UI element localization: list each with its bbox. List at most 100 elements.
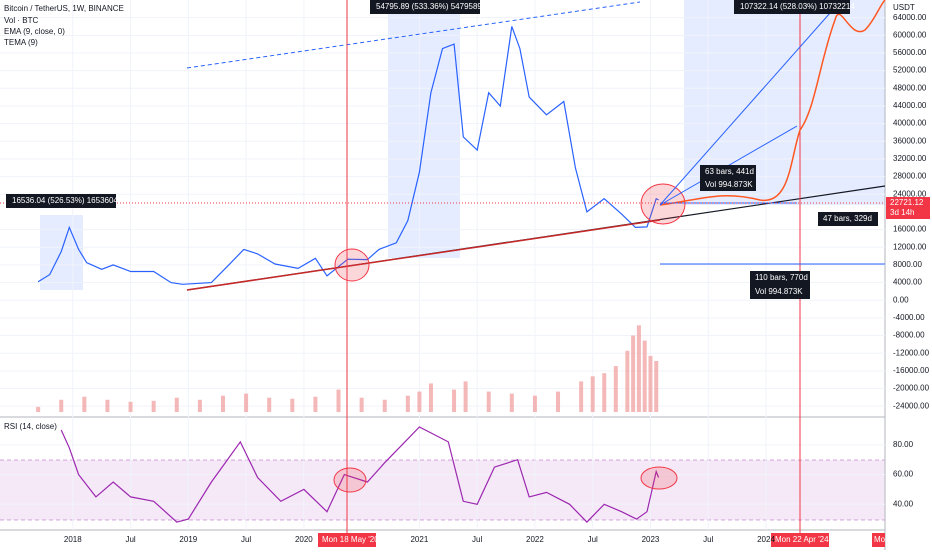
volume-bar xyxy=(359,397,364,412)
volume-bar xyxy=(590,376,595,412)
x-tick-label: 2023 xyxy=(642,535,660,544)
volume-bar xyxy=(59,399,64,412)
unit: USDT xyxy=(893,3,915,12)
y-tick-label: -16000.00 xyxy=(893,366,930,375)
x-tick-label: 2018 xyxy=(64,535,82,544)
volume-bar xyxy=(509,393,514,412)
annotation: 47 bars, 329d xyxy=(823,214,872,223)
volume-bar xyxy=(82,396,87,412)
trend-line xyxy=(186,1,641,69)
circle xyxy=(640,466,678,490)
price-label: 22721.12 xyxy=(890,198,924,207)
volume-bar xyxy=(128,401,133,412)
y-tick-label: 44000.00 xyxy=(893,101,927,110)
annotation: 63 bars, 441d xyxy=(705,167,754,176)
y-tick-label: 32000.00 xyxy=(893,154,927,163)
annotation: 107322.14 (528.03%) 10732214 xyxy=(740,2,855,11)
volume-bar xyxy=(654,361,659,412)
volume-bar xyxy=(463,381,468,412)
y-tick-label: -4000.00 xyxy=(893,313,925,322)
volume-bar xyxy=(417,391,422,412)
rsi-legend: RSI (14, close) xyxy=(4,422,57,431)
y-tick-label: 48000.00 xyxy=(893,83,927,92)
volume-bar xyxy=(625,350,630,412)
y-tick-label: 0.00 xyxy=(893,295,909,304)
volume-bar xyxy=(313,396,318,412)
date-tag xyxy=(771,533,829,547)
x-tick-label: 2020 xyxy=(295,535,313,544)
series-line xyxy=(37,26,659,285)
volume-bar xyxy=(174,397,179,412)
x-tick-label: 2022 xyxy=(526,535,544,544)
label-box xyxy=(818,212,878,226)
y-tick-label: 8000.00 xyxy=(893,260,922,269)
volume-bar xyxy=(636,325,641,412)
volume-bar xyxy=(642,340,647,412)
y-tick-label: 36000.00 xyxy=(893,136,927,145)
y-tick-label: 64000.00 xyxy=(893,13,927,22)
y-tick-label: 16000.00 xyxy=(893,225,927,234)
volume-bar xyxy=(382,399,387,412)
volume-bar xyxy=(336,389,341,412)
vol-legend: Vol · BTC xyxy=(4,16,38,25)
volume-bar xyxy=(267,397,272,412)
volume-bar xyxy=(452,389,457,412)
timer-label: 3d 14h xyxy=(890,208,914,217)
range-box xyxy=(388,0,460,258)
date-tag xyxy=(318,533,376,547)
volume-bar xyxy=(197,399,202,412)
x-tick-label: Jul xyxy=(703,535,713,544)
volume-bar xyxy=(151,400,156,412)
label-box xyxy=(370,0,480,14)
y-tick-label: 60.00 xyxy=(893,470,914,479)
label-box xyxy=(734,0,850,14)
volume-bar xyxy=(648,355,653,412)
annotation: Vol 994.873K xyxy=(705,180,753,189)
volume-bar xyxy=(486,391,491,412)
label-box xyxy=(6,194,116,208)
volume-bar xyxy=(556,391,561,412)
circle xyxy=(334,248,370,282)
date-tag xyxy=(872,533,885,547)
y-tick-label: 4000.00 xyxy=(893,278,922,287)
x-tick-label: Jul xyxy=(125,535,135,544)
ema-legend: EMA (9, close, 0) xyxy=(4,27,65,36)
x-tick-label: 2024 xyxy=(757,535,775,544)
volume-bar xyxy=(405,395,410,412)
volume-bar xyxy=(428,383,433,412)
volume-bar xyxy=(220,395,225,412)
y-tick-label: 56000.00 xyxy=(893,48,927,57)
label-box xyxy=(750,271,810,299)
annotation: 16536.04 (526.53%) 1653604 xyxy=(12,196,118,205)
y-tick-label: 80.00 xyxy=(893,440,914,449)
volume-bar xyxy=(631,335,636,412)
volume-bar xyxy=(579,381,584,412)
date-label: Mo xyxy=(874,535,886,544)
annotation: 110 bars, 770d xyxy=(755,273,808,282)
y-tick-label: 40.00 xyxy=(893,499,914,508)
rsi-band xyxy=(0,460,885,520)
volume-bar xyxy=(602,373,607,412)
x-tick-label: Jul xyxy=(472,535,482,544)
y-tick-label: 52000.00 xyxy=(893,66,927,75)
annotation: Vol 994.873K xyxy=(755,287,803,296)
volume-bar xyxy=(36,406,41,412)
y-tick-label: 40000.00 xyxy=(893,119,927,128)
volume-bar xyxy=(613,366,618,412)
symbol: Bitcoin / TetherUS, 1W, BINANCE xyxy=(4,4,124,13)
x-tick-label: Jul xyxy=(241,535,251,544)
projection xyxy=(659,0,886,206)
y-tick-label: 12000.00 xyxy=(893,242,927,251)
arrow xyxy=(659,3,839,206)
x-tick-label: 2021 xyxy=(410,535,428,544)
range-box xyxy=(40,215,83,290)
y-tick-label: -20000.00 xyxy=(893,384,930,393)
annotation: 54795.89 (533.36%) 5479589 xyxy=(376,2,482,11)
trend-line xyxy=(186,219,661,291)
date-label: Mon 18 May '20 xyxy=(322,535,379,544)
y-tick-label: -12000.00 xyxy=(893,348,930,357)
volume-bar xyxy=(244,393,249,412)
price-tag xyxy=(886,197,930,219)
y-tick-label: -8000.00 xyxy=(893,331,925,340)
